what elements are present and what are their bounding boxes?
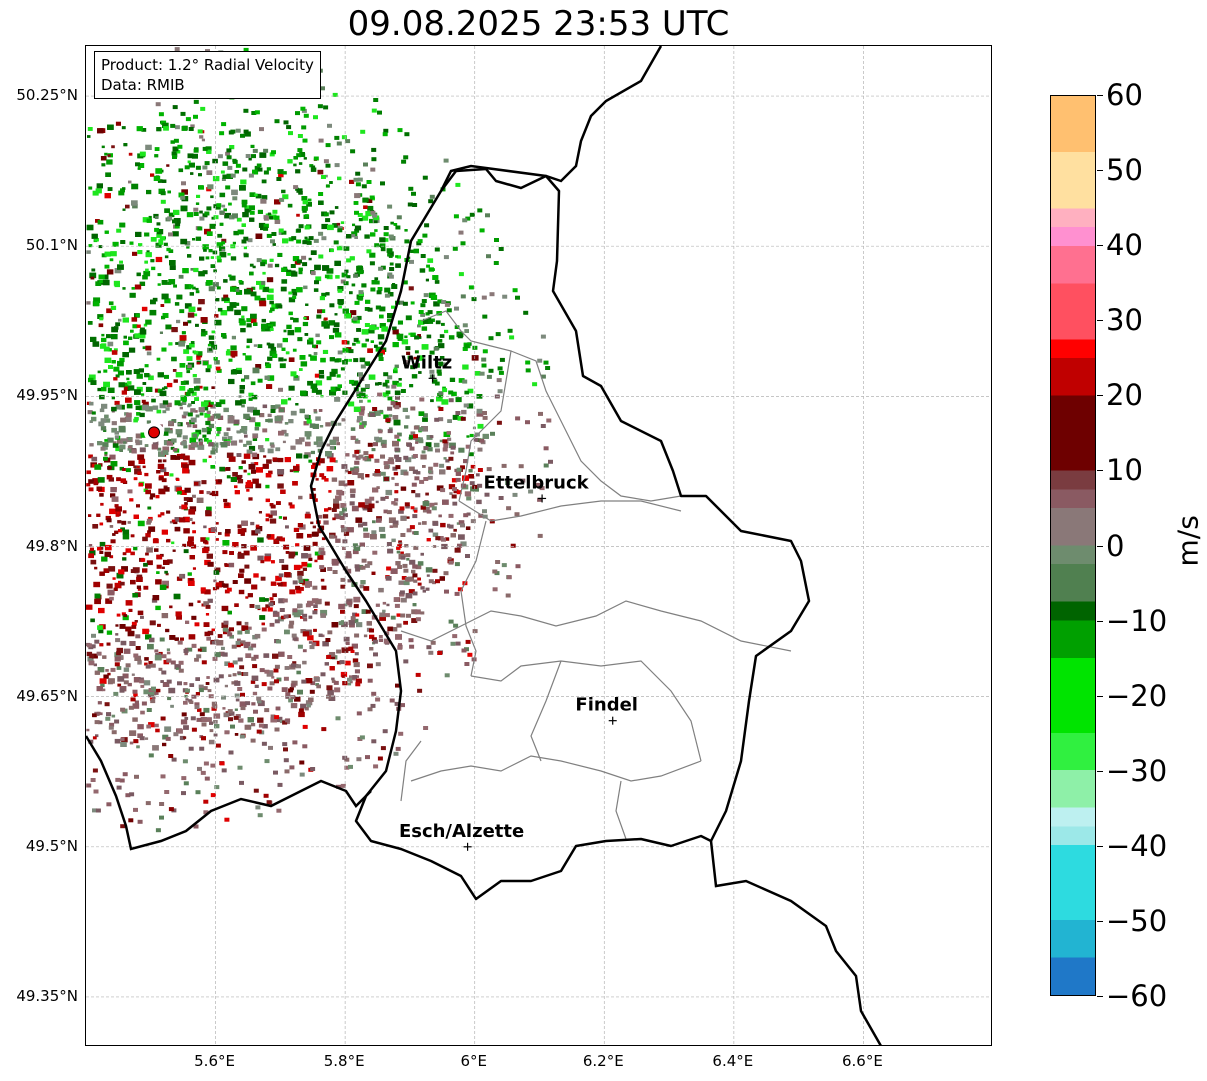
colorbar-tick-mark (1097, 695, 1103, 697)
city-label: Wiltz (401, 352, 452, 373)
chart-title: 09.08.2025 23:53 UTC (347, 4, 730, 44)
colorbar-tick-mark (1097, 245, 1103, 247)
city-esch-alzette[interactable]: Esch/Alzette (399, 821, 524, 851)
lat-tick-label: 49.35°N (16, 986, 78, 1005)
colorbar-unit: m/s (1171, 515, 1205, 567)
data-source-label: Data: RMIB (101, 76, 185, 94)
map-frame[interactable]: Wiltz Ettelbruck Findel Esch/Alzette (85, 45, 992, 1046)
colorbar-tick-mark (1097, 996, 1103, 997)
lon-tick-label: 6.2°E (582, 1052, 624, 1070)
lon-tick-label: 6°E (460, 1052, 487, 1070)
radar-site-marker[interactable] (148, 426, 161, 439)
canton-borders (400, 310, 792, 840)
colorbar-tick-label: −60 (1106, 979, 1168, 1013)
colorbar-tick-mark (1097, 395, 1103, 397)
city-label: Findel (575, 695, 638, 716)
lat-tick-label: 50.25°N (16, 86, 78, 105)
city-label: Esch/Alzette (399, 821, 524, 842)
colorbar-tick-mark (1097, 845, 1103, 847)
city-wiltz[interactable]: Wiltz (401, 352, 452, 383)
colorbar-tick-mark (1097, 545, 1103, 547)
colorbar-tick-label: 10 (1106, 453, 1143, 488)
colorbar-tick-label: 30 (1106, 303, 1143, 338)
product-label: Product: 1.2° Radial Velocity (101, 56, 314, 74)
colorbar-tick-label: −50 (1106, 903, 1168, 938)
lat-tick-label: 49.8°N (25, 536, 78, 555)
radar-velocity-layer (86, 47, 553, 833)
colorbar-tick-mark (1097, 920, 1103, 922)
colorbar-tick-mark (1097, 470, 1103, 472)
colorbar-tick-label: 0 (1106, 528, 1125, 563)
colorbar-tick-label: −20 (1106, 678, 1168, 713)
colorbar-tick-mark (1097, 770, 1103, 772)
map-canvas[interactable]: Wiltz Ettelbruck Findel Esch/Alzette (86, 46, 992, 1046)
radar-site (144, 422, 165, 443)
lat-tick-label: 50.1°N (25, 236, 78, 255)
city-findel[interactable]: Findel (575, 695, 638, 725)
city-markers: Wiltz Ettelbruck Findel Esch/Alzette (399, 352, 638, 851)
lat-tick-label: 49.65°N (16, 686, 78, 705)
lon-tick-label: 5.8°E (323, 1052, 365, 1070)
lon-tick-label: 5.6°E (194, 1052, 235, 1070)
country-borders (86, 46, 882, 1045)
colorbar-tick-label: 60 (1106, 78, 1143, 112)
colorbar-tick-label: 50 (1106, 153, 1143, 188)
colorbar-tick-mark (1097, 95, 1103, 96)
colorbar-tick-label: −40 (1106, 828, 1168, 863)
product-info-box: Product: 1.2° Radial Velocity Data: RMIB (94, 51, 321, 99)
colorbar-tick-label: −10 (1106, 603, 1168, 638)
colorbar-tick-label: 20 (1106, 378, 1143, 413)
lat-tick-label: 49.95°N (16, 386, 78, 405)
colorbar-tick-label: 40 (1106, 228, 1143, 263)
lon-tick-label: 6.4°E (712, 1052, 754, 1070)
lon-tick-label: 6.6°E (842, 1052, 883, 1070)
gridlines (86, 46, 991, 1045)
colorbar-tick-mark (1097, 320, 1103, 322)
city-ettelbruck[interactable]: Ettelbruck (484, 472, 590, 503)
colorbar-tick-mark (1097, 170, 1103, 172)
colorbar-tick-mark (1097, 620, 1103, 622)
lat-tick-label: 49.5°N (25, 836, 78, 855)
colorbar-tick-label: −30 (1106, 753, 1168, 788)
colorbar (1050, 95, 1096, 996)
city-label: Ettelbruck (484, 472, 590, 493)
